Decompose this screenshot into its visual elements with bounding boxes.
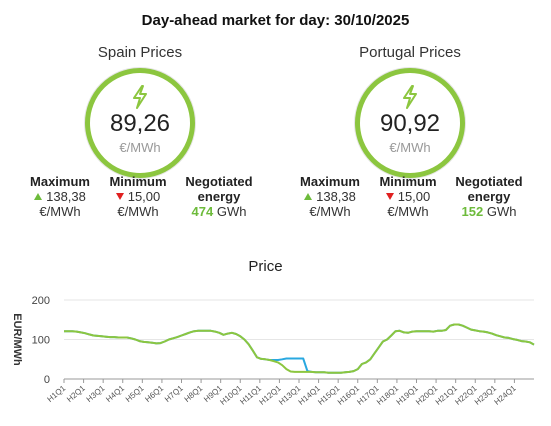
minimum-value: 15,00 [127,189,161,204]
triangle-down-icon [385,193,394,200]
maximum-label: Maximum [300,174,360,189]
triangle-up-icon [34,193,43,200]
maximum-stat: Maximum 138,38 €/MWh [290,174,370,219]
maximum-label: Maximum [30,174,90,189]
energy-label-line2: energy [197,189,241,204]
panel-title: Spain Prices [97,44,183,61]
minimum-stat: Minimum 15,00 €/MWh [372,174,444,219]
energy-value: 474 [191,204,214,219]
average-price: 89,26 [109,110,171,137]
price-unit: €/MWh [389,140,431,155]
minimum-value: 15,00 [397,189,431,204]
maximum-unit: €/MWh [39,204,81,219]
energy-label-line2: energy [467,189,511,204]
x-tick-label: H3Q1 [85,383,107,404]
energy-unit: GWh [486,204,517,219]
portugal-prices-panel: Portugal Prices 90,92 €/MWh Maximum 138,… [290,44,530,219]
triangle-down-icon [115,193,124,200]
price-stats: Maximum 138,38 €/MWh Minimum 15,00 €/MWh… [290,174,530,234]
page-title: Day-ahead market for day: 30/10/2025 [141,12,410,29]
minimum-label: Minimum [109,174,167,189]
minimum-unit: €/MWh [387,204,429,219]
minimum-stat: Minimum 15,00 €/MWh [102,174,174,219]
triangle-up-icon [304,193,313,200]
maximum-unit: €/MWh [309,204,351,219]
lightning-bolt-icon [403,85,417,109]
spain-prices-panel: Spain Prices 89,26 €/MWh Maximum 138,38 … [20,44,260,219]
x-tick-label: H4Q1 [104,383,126,404]
maximum-stat: Maximum 138,38 €/MWh [20,174,100,219]
negotiated-energy-stat: Negotiated energy 474 GWh [176,174,262,219]
panel-title: Portugal Prices [359,44,461,61]
minimum-label: Minimum [379,174,437,189]
x-tick-label: H10Q1 [218,383,244,407]
price-gauge: 90,92 €/MWh [355,68,465,178]
maximum-value: 138,38 [46,189,86,204]
y-axis-label: EUR/MWh [11,313,23,366]
price-gauge: 89,26 €/MWh [85,68,195,178]
series-line [64,323,535,374]
energy-unit: GWh [216,204,247,219]
x-tick-label: H5Q1 [124,383,146,404]
lightning-bolt-icon [133,85,147,109]
energy-value: 152 [461,204,484,219]
series-line [64,323,535,374]
energy-label-line1: Negotiated [185,174,253,189]
y-tick-label: 100 [32,335,50,347]
x-tick-label: H6Q1 [143,383,165,404]
x-tick-label: H8Q1 [183,383,205,404]
energy-label-line1: Negotiated [455,174,523,189]
average-price: 90,92 [379,110,441,137]
price-stats: Maximum 138,38 €/MWh Minimum 15,00 €/MWh… [20,174,260,234]
x-tick-label: H24Q1 [492,383,518,407]
y-tick-label: 0 [44,374,50,386]
price-chart: 0 100 200 EUR/MWh H1Q1H2Q1H3Q1H4Q1H5Q1H6Q1H7… [11,295,535,407]
price-unit: €/MWh [119,140,161,155]
minimum-unit: €/MWh [117,204,159,219]
maximum-value: 138,38 [316,189,356,204]
negotiated-energy-stat: Negotiated energy 152 GWh [446,174,532,219]
chart-title: Price [248,258,283,275]
x-tick-label: H1Q1 [45,383,67,404]
x-tick-label: H2Q1 [65,383,87,404]
y-tick-label: 200 [32,295,50,307]
x-tick-label: H7Q1 [163,383,185,404]
